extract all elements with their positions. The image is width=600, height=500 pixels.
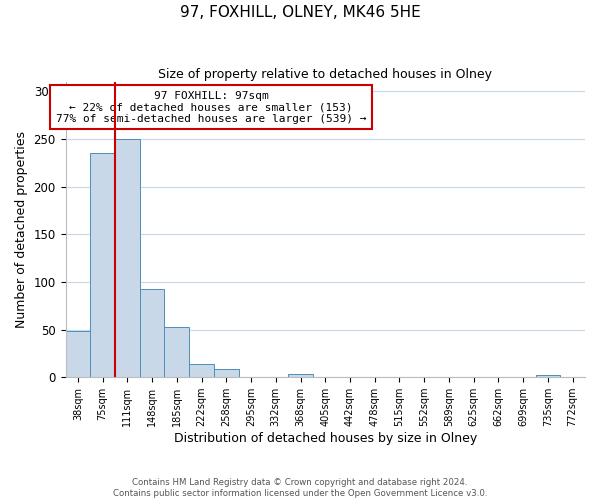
Bar [90,153,115,377]
Bar [536,376,560,377]
Y-axis label: Number of detached properties: Number of detached properties [15,131,28,328]
Bar [288,374,313,377]
Text: 97, FOXHILL, OLNEY, MK46 5HE: 97, FOXHILL, OLNEY, MK46 5HE [179,5,421,20]
Title: Size of property relative to detached houses in Olney: Size of property relative to detached ho… [158,68,492,80]
Bar [214,368,239,377]
Text: Contains HM Land Registry data © Crown copyright and database right 2024.
Contai: Contains HM Land Registry data © Crown c… [113,478,487,498]
X-axis label: Distribution of detached houses by size in Olney: Distribution of detached houses by size … [173,432,477,445]
Text: 97 FOXHILL: 97sqm
← 22% of detached houses are smaller (153)
77% of semi-detache: 97 FOXHILL: 97sqm ← 22% of detached hous… [56,90,366,124]
Bar [189,364,214,377]
Bar [115,139,140,377]
Bar [65,332,90,377]
Bar [140,288,164,377]
Bar [164,326,189,377]
